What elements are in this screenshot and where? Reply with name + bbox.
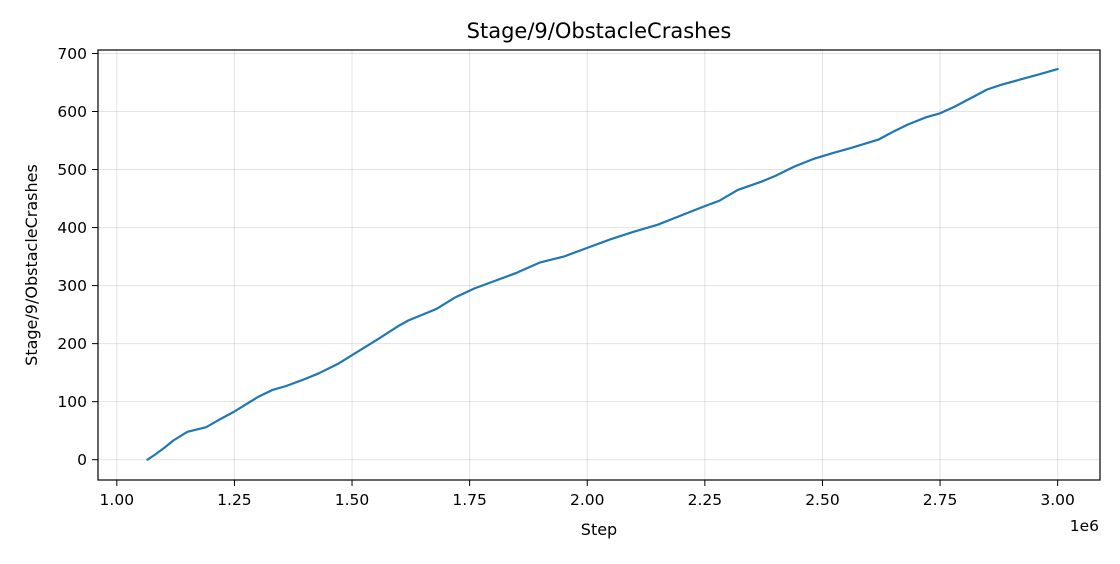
y-tick-label: 300 [57, 277, 87, 295]
chart-title: Stage/9/ObstacleCrashes [467, 19, 732, 43]
axis-ticks: 1.00 1.25 1.50 1.75 2.00 2.25 2.50 2.75 3.00 0 100… [57, 45, 1075, 509]
plot-frame [97, 49, 1101, 481]
y-tick-label: 0 [77, 451, 87, 469]
x-tick-label: 1.25 [217, 491, 252, 509]
x-tick-label: 1.00 [100, 491, 135, 509]
y-tick-label: 100 [57, 393, 87, 411]
x-tick-label: 1.75 [452, 491, 487, 509]
x-tick-label: 2.50 [805, 491, 840, 509]
x-tick-label: 1.50 [335, 491, 370, 509]
x-tick-label: 2.00 [570, 491, 605, 509]
x-tick-label: 3.00 [1040, 491, 1075, 509]
y-tick-label: 600 [57, 103, 87, 121]
y-tick-label: 200 [57, 335, 87, 353]
y-tick-label: 400 [57, 219, 87, 237]
series-line [146, 67, 1059, 461]
y-axis-label: Stage/9/ObstacleCrashes [22, 164, 41, 366]
x-axis-offset-label: 1e6 [1070, 517, 1099, 535]
grid-lines [98, 50, 1100, 480]
x-tick-label: 2.75 [923, 491, 958, 509]
y-tick-label: 700 [57, 45, 87, 63]
series-layer [146, 67, 1059, 461]
x-axis-label: Step [581, 520, 617, 539]
x-tick-label: 2.25 [688, 491, 723, 509]
y-tick-label: 500 [57, 161, 87, 179]
